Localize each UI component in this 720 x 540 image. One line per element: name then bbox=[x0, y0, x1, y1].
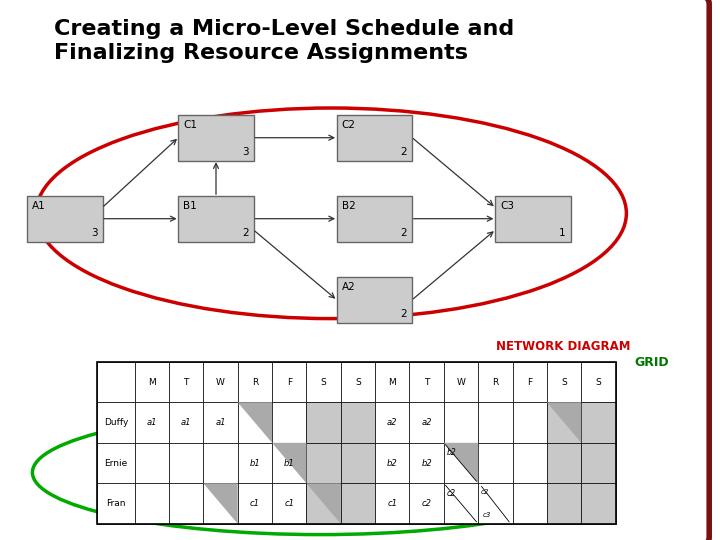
Text: b2: b2 bbox=[446, 448, 456, 457]
Bar bbox=[581, 483, 616, 524]
Bar bbox=[307, 362, 341, 402]
Text: S: S bbox=[595, 377, 601, 387]
Text: a1: a1 bbox=[181, 418, 192, 427]
FancyArrowPatch shape bbox=[413, 139, 493, 205]
FancyArrowPatch shape bbox=[104, 139, 176, 206]
Bar bbox=[375, 362, 410, 402]
Bar bbox=[375, 402, 410, 443]
Bar bbox=[444, 402, 478, 443]
Polygon shape bbox=[203, 483, 238, 524]
Text: S: S bbox=[561, 377, 567, 387]
Bar bbox=[341, 362, 375, 402]
Text: C3: C3 bbox=[500, 201, 514, 211]
Bar bbox=[513, 362, 547, 402]
Text: GRID: GRID bbox=[634, 356, 669, 369]
Bar bbox=[179, 115, 253, 160]
Text: 1: 1 bbox=[559, 228, 566, 239]
Bar bbox=[341, 443, 375, 483]
Bar bbox=[97, 362, 135, 402]
Text: a1: a1 bbox=[215, 418, 226, 427]
Bar bbox=[513, 483, 547, 524]
Bar bbox=[337, 115, 413, 160]
Text: 2: 2 bbox=[242, 228, 249, 239]
FancyArrowPatch shape bbox=[255, 216, 334, 221]
Bar bbox=[97, 362, 616, 524]
Bar bbox=[444, 443, 478, 483]
FancyArrowPatch shape bbox=[413, 232, 493, 299]
Text: W: W bbox=[456, 377, 465, 387]
Bar bbox=[203, 483, 238, 524]
Text: NETWORK DIAGRAM: NETWORK DIAGRAM bbox=[495, 340, 630, 353]
Bar bbox=[410, 443, 444, 483]
Bar bbox=[581, 443, 616, 483]
Text: M: M bbox=[388, 377, 396, 387]
Text: a2: a2 bbox=[421, 418, 432, 427]
Text: F: F bbox=[287, 377, 292, 387]
Text: Creating a Micro-Level Schedule and: Creating a Micro-Level Schedule and bbox=[54, 19, 514, 39]
Text: 3: 3 bbox=[242, 147, 249, 157]
Bar bbox=[410, 402, 444, 443]
Text: A1: A1 bbox=[32, 201, 46, 211]
FancyArrowPatch shape bbox=[255, 135, 334, 140]
Polygon shape bbox=[547, 402, 581, 443]
Text: 2: 2 bbox=[400, 309, 408, 319]
FancyArrowPatch shape bbox=[255, 231, 335, 298]
Bar bbox=[97, 483, 135, 524]
Text: c3: c3 bbox=[482, 512, 491, 518]
Bar bbox=[135, 443, 169, 483]
Bar bbox=[444, 483, 478, 524]
Bar bbox=[478, 362, 513, 402]
Bar bbox=[547, 362, 581, 402]
Text: c1: c1 bbox=[250, 499, 260, 508]
Bar bbox=[495, 195, 571, 241]
Bar bbox=[547, 402, 581, 443]
Bar bbox=[307, 443, 341, 483]
Text: C1: C1 bbox=[183, 120, 197, 130]
Text: Fran: Fran bbox=[106, 499, 126, 508]
Bar bbox=[97, 402, 135, 443]
Bar bbox=[547, 483, 581, 524]
Text: F: F bbox=[527, 377, 532, 387]
Bar bbox=[27, 195, 102, 241]
FancyArrowPatch shape bbox=[104, 216, 176, 221]
Bar bbox=[169, 362, 203, 402]
Bar bbox=[238, 443, 272, 483]
Bar bbox=[203, 362, 238, 402]
Bar bbox=[169, 443, 203, 483]
Text: Finalizing Resource Assignments: Finalizing Resource Assignments bbox=[54, 43, 468, 63]
FancyArrowPatch shape bbox=[413, 216, 492, 221]
Bar bbox=[410, 483, 444, 524]
Text: B1: B1 bbox=[183, 201, 197, 211]
Text: a2: a2 bbox=[387, 418, 397, 427]
Text: R: R bbox=[252, 377, 258, 387]
Bar bbox=[169, 483, 203, 524]
Text: 2: 2 bbox=[400, 147, 408, 157]
Text: T: T bbox=[184, 377, 189, 387]
Bar bbox=[135, 402, 169, 443]
Bar bbox=[341, 483, 375, 524]
Text: A2: A2 bbox=[342, 282, 356, 292]
Bar bbox=[203, 443, 238, 483]
Bar bbox=[337, 195, 413, 241]
Text: b1: b1 bbox=[284, 458, 294, 468]
Bar bbox=[203, 402, 238, 443]
Text: b2: b2 bbox=[387, 458, 397, 468]
Text: B2: B2 bbox=[342, 201, 356, 211]
Bar bbox=[97, 443, 135, 483]
Polygon shape bbox=[272, 443, 307, 483]
Bar bbox=[272, 402, 307, 443]
Bar bbox=[135, 483, 169, 524]
Bar bbox=[581, 402, 616, 443]
Bar bbox=[478, 402, 513, 443]
Bar bbox=[135, 362, 169, 402]
Text: c2: c2 bbox=[422, 499, 432, 508]
Bar bbox=[272, 362, 307, 402]
Bar bbox=[581, 362, 616, 402]
Text: S: S bbox=[320, 377, 326, 387]
Bar bbox=[478, 483, 513, 524]
Text: S: S bbox=[355, 377, 361, 387]
Text: 3: 3 bbox=[91, 228, 97, 239]
Polygon shape bbox=[307, 483, 341, 524]
Polygon shape bbox=[444, 443, 478, 483]
